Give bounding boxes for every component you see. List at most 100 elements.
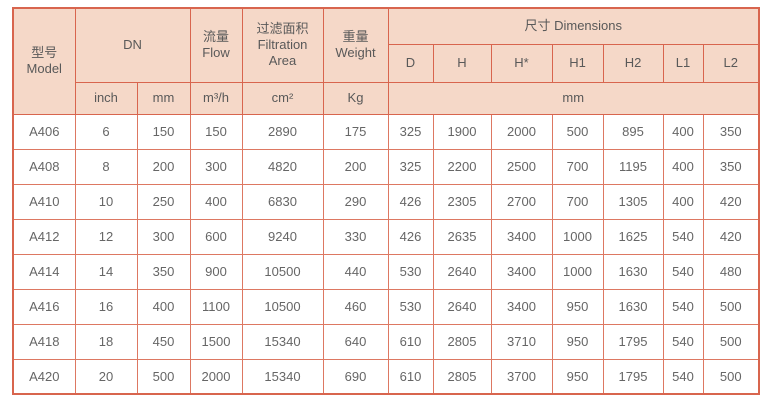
col-header-l2: L2 [702, 43, 760, 83]
spec-table-container: 型号 Model DN 流量 Flow 过滤面积 Filtration Area… [12, 7, 760, 395]
value-cell: 3400 [490, 288, 553, 325]
table-body: A406 6 150 150 2890 175 325 1900 2000 500 895 400 35… [12, 113, 760, 395]
value-cell: 175 [322, 113, 389, 150]
value-cell: 540 [662, 288, 704, 325]
value-cell: 690 [322, 358, 389, 395]
product-spec-table: 型号 Model DN 流量 Flow 过滤面积 Filtration Area… [12, 7, 760, 395]
value-cell: 6 [74, 113, 138, 150]
value-cell: 14 [74, 253, 138, 290]
value-cell: 500 [702, 323, 760, 360]
col-header-d: D [387, 43, 434, 83]
value-cell: 950 [551, 358, 604, 395]
value-cell: 12 [74, 218, 138, 255]
model-cell: A416 [12, 288, 76, 325]
value-cell: 15340 [241, 323, 324, 360]
value-cell: 950 [551, 288, 604, 325]
table-row: A410 10 250 400 6830 290 426 2305 2700 700 1305 400… [12, 183, 760, 220]
unit-weight: Kg [322, 81, 389, 115]
value-cell: 350 [702, 148, 760, 185]
value-cell: 290 [322, 183, 389, 220]
value-cell: 500 [136, 358, 191, 395]
value-cell: 420 [702, 183, 760, 220]
col-header-l1: L1 [662, 43, 704, 83]
model-cell: A418 [12, 323, 76, 360]
header-row-dimension-cols: D H H* H1 H2 L1 L2 [13, 43, 760, 83]
value-cell: 15340 [241, 358, 324, 395]
value-cell: 600 [189, 218, 243, 255]
value-cell: 540 [662, 323, 704, 360]
value-cell: 1100 [189, 288, 243, 325]
value-cell: 540 [662, 253, 704, 290]
table-header: 型号 Model DN 流量 Flow 过滤面积 Filtration Area… [12, 7, 760, 115]
value-cell: 400 [136, 288, 191, 325]
value-cell: 325 [387, 148, 434, 185]
unit-flow: m³/h [189, 81, 243, 115]
value-cell: 16 [74, 288, 138, 325]
value-cell: 10500 [241, 288, 324, 325]
value-cell: 950 [551, 323, 604, 360]
value-cell: 150 [136, 113, 191, 150]
value-cell: 4820 [241, 148, 324, 185]
col-header-h-star: H* [490, 43, 553, 83]
table-row: A420 20 500 2000 15340 690 610 2805 3700 950 1795 5… [12, 358, 760, 395]
table-row: A418 18 450 1500 15340 640 610 2805 3710 950 1795 5… [12, 323, 760, 360]
table-row: A406 6 150 150 2890 175 325 1900 2000 500 895 400 35… [12, 113, 760, 150]
value-cell: 1500 [189, 323, 243, 360]
value-cell: 8 [74, 148, 138, 185]
value-cell: 895 [602, 113, 664, 150]
col-header-filtration-area: 过滤面积 Filtration Area [241, 7, 324, 83]
value-cell: 325 [387, 113, 434, 150]
value-cell: 1305 [602, 183, 664, 220]
value-cell: 300 [189, 148, 243, 185]
value-cell: 500 [551, 113, 604, 150]
model-cell: A410 [12, 183, 76, 220]
model-cell: A412 [12, 218, 76, 255]
value-cell: 2640 [432, 288, 492, 325]
col-header-dn: DN [74, 7, 191, 83]
value-cell: 700 [551, 148, 604, 185]
model-cell: A408 [12, 148, 76, 185]
value-cell: 440 [322, 253, 389, 290]
value-cell: 20 [74, 358, 138, 395]
value-cell: 1900 [432, 113, 492, 150]
value-cell: 2500 [490, 148, 553, 185]
value-cell: 2305 [432, 183, 492, 220]
value-cell: 1630 [602, 288, 664, 325]
value-cell: 2635 [432, 218, 492, 255]
value-cell: 1000 [551, 218, 604, 255]
value-cell: 1630 [602, 253, 664, 290]
model-cell: A406 [12, 113, 76, 150]
value-cell: 2700 [490, 183, 553, 220]
value-cell: 610 [387, 323, 434, 360]
value-cell: 530 [387, 288, 434, 325]
col-header-dimensions: 尺寸 Dimensions [387, 7, 760, 45]
value-cell: 420 [702, 218, 760, 255]
col-header-h1: H1 [551, 43, 604, 83]
value-cell: 700 [551, 183, 604, 220]
value-cell: 2805 [432, 323, 492, 360]
value-cell: 300 [136, 218, 191, 255]
unit-inch: inch [74, 81, 138, 115]
unit-mm: mm [136, 81, 191, 115]
value-cell: 250 [136, 183, 191, 220]
col-header-h2: H2 [602, 43, 664, 83]
value-cell: 400 [662, 148, 704, 185]
value-cell: 150 [189, 113, 243, 150]
value-cell: 460 [322, 288, 389, 325]
value-cell: 2200 [432, 148, 492, 185]
value-cell: 540 [662, 218, 704, 255]
value-cell: 10 [74, 183, 138, 220]
value-cell: 350 [702, 113, 760, 150]
value-cell: 500 [702, 288, 760, 325]
value-cell: 610 [387, 358, 434, 395]
value-cell: 426 [387, 183, 434, 220]
value-cell: 540 [662, 358, 704, 395]
value-cell: 426 [387, 218, 434, 255]
value-cell: 400 [662, 113, 704, 150]
value-cell: 3400 [490, 218, 553, 255]
value-cell: 450 [136, 323, 191, 360]
value-cell: 2000 [189, 358, 243, 395]
value-cell: 1195 [602, 148, 664, 185]
value-cell: 200 [136, 148, 191, 185]
value-cell: 6830 [241, 183, 324, 220]
